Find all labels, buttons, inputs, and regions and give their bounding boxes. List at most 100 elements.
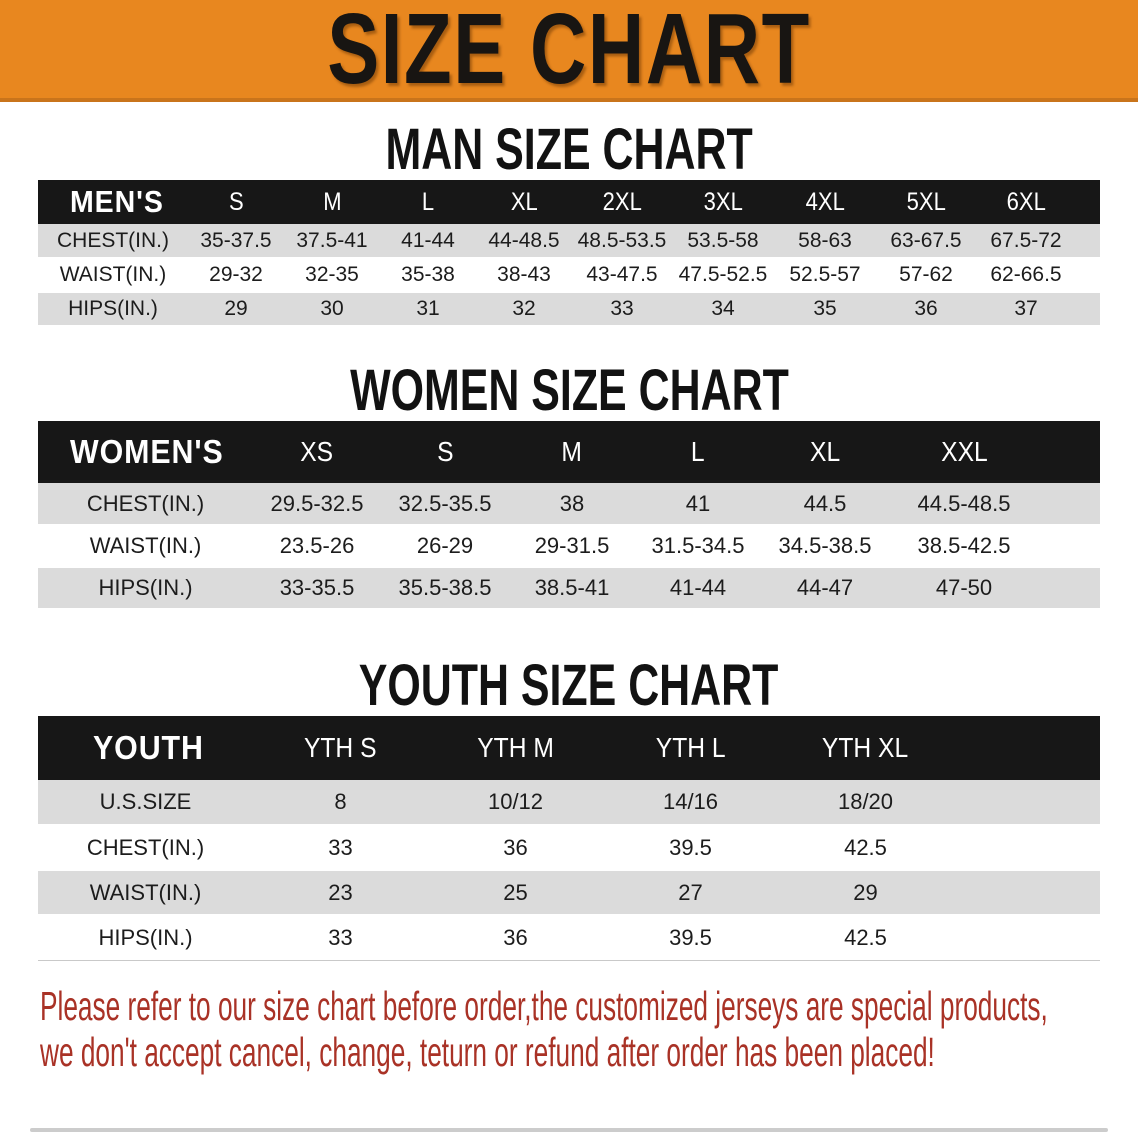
- order-disclaimer: Please refer to our size chart before or…: [40, 983, 1138, 1075]
- women-size-header-xs: XS: [300, 436, 334, 467]
- size-value: 33: [328, 924, 353, 950]
- size-value: 47.5-52.5: [678, 263, 768, 286]
- women-size-table: WOMEN'S XS S M L XL XXL CHEST(IN.) 29.5-…: [38, 421, 1100, 610]
- size-value: 32: [512, 297, 536, 320]
- size-value: 53.5-58: [687, 228, 759, 252]
- size-value: 38.5-42.5: [917, 533, 1011, 558]
- youth-size-header-xl: YTH XL: [822, 732, 909, 763]
- size-value: 31.5-34.5: [651, 533, 745, 558]
- spacer-cell: [1039, 525, 1100, 567]
- spacer-cell: [1076, 258, 1100, 292]
- size-value: 38: [559, 490, 585, 516]
- size-value: 58-63: [798, 228, 852, 252]
- size-value: 8: [334, 789, 347, 814]
- size-value: 42.5: [844, 924, 887, 950]
- women-size-header-s: S: [436, 436, 454, 467]
- size-value: 35.5-38.5: [398, 575, 492, 600]
- size-value: 63-67.5: [890, 228, 962, 252]
- size-value: 34.5-38.5: [778, 533, 872, 558]
- women-size-header-m: M: [561, 436, 583, 467]
- men-size-header-l: L: [421, 187, 435, 216]
- bottom-edge-divider: [30, 1128, 1108, 1132]
- row-label: CHEST(IN.): [86, 834, 205, 860]
- size-value: 39.5: [669, 924, 712, 950]
- row-label: HIPS(IN.): [98, 575, 193, 600]
- size-value: 25: [503, 879, 528, 905]
- disclaimer-line-2: we don't accept cancel, change, teturn o…: [40, 1028, 935, 1075]
- spacer-cell: [953, 780, 1100, 825]
- size-value: 44.5: [803, 490, 847, 516]
- size-value: 33: [610, 297, 634, 320]
- size-value: 39.5: [669, 834, 712, 860]
- women-size-header-l: L: [691, 436, 705, 467]
- spacer-cell: [1039, 483, 1100, 525]
- size-value: 29-32: [209, 263, 263, 286]
- size-value: 41: [685, 490, 711, 516]
- women-waist-row: WAIST(IN.) 23.5-26 26-29 29-31.5 31.5-34…: [38, 525, 1100, 567]
- spacer-cell: [953, 716, 1100, 780]
- row-label: HIPS(IN.): [98, 924, 193, 950]
- size-value: 14/16: [662, 789, 719, 814]
- row-label: WAIST(IN.): [89, 533, 202, 558]
- size-value: 31: [416, 297, 440, 320]
- size-value: 26-29: [416, 533, 474, 558]
- men-section-title-text: MAN SIZE CHART: [385, 117, 753, 182]
- row-label: WAIST(IN.): [59, 263, 167, 286]
- women-chest-row: CHEST(IN.) 29.5-32.5 32.5-35.5 38 41 44.…: [38, 483, 1100, 525]
- women-size-header-xl: XL: [809, 436, 841, 467]
- spacer-cell: [953, 825, 1100, 870]
- spacer-cell: [953, 870, 1100, 915]
- youth-hips-row: HIPS(IN.) 33 36 39.5 42.5: [38, 915, 1100, 960]
- size-value: 29: [853, 879, 878, 905]
- spacer-cell: [953, 915, 1100, 960]
- spacer-cell: [1039, 421, 1100, 483]
- size-value: 30: [320, 297, 344, 320]
- men-size-table: MEN'S S M L XL 2XL 3XL 4XL 5XL 6XL CHEST…: [38, 180, 1100, 327]
- men-size-header-s: S: [228, 187, 244, 216]
- banner-title: SIZE CHART: [327, 0, 811, 102]
- women-section-title: WOMEN SIZE CHART: [0, 361, 1138, 421]
- size-value: 35-37.5: [200, 228, 272, 252]
- youth-size-header-s: YTH S: [304, 732, 377, 763]
- men-section-title: MAN SIZE CHART: [0, 120, 1138, 180]
- spacer-cell: [1076, 292, 1100, 326]
- youth-size-header-m: YTH M: [477, 732, 554, 763]
- size-value: 43-47.5: [586, 263, 658, 286]
- men-waist-row: WAIST(IN.) 29-32 32-35 35-38 38-43 43-47…: [38, 258, 1100, 292]
- size-value: 37.5-41: [296, 228, 368, 252]
- men-size-header-5xl: 5XL: [906, 187, 946, 216]
- row-label: CHEST(IN.): [57, 228, 169, 252]
- size-value: 33: [328, 834, 353, 860]
- size-value: 52.5-57: [789, 263, 861, 286]
- size-value: 34: [711, 297, 735, 320]
- youth-table-corner: YOUTH: [93, 729, 205, 766]
- size-value: 18/20: [837, 789, 894, 814]
- size-value: 29: [224, 297, 248, 320]
- men-size-header-6xl: 6XL: [1006, 187, 1046, 216]
- size-value: 32-35: [305, 263, 359, 286]
- size-value: 42.5: [844, 834, 887, 860]
- youth-size-table: YOUTH YTH S YTH M YTH L YTH XL U.S.SIZE …: [38, 716, 1100, 961]
- size-value: 62-66.5: [990, 263, 1062, 286]
- size-chart-banner: SIZE CHART: [0, 0, 1138, 102]
- spacer-cell: [1039, 567, 1100, 609]
- men-size-header-2xl: 2XL: [602, 187, 642, 216]
- size-value: 41-44: [401, 228, 455, 252]
- row-label: HIPS(IN.): [68, 297, 158, 320]
- size-value: 57-62: [899, 263, 953, 286]
- size-value: 35-38: [401, 263, 455, 286]
- women-header-row: WOMEN'S XS S M L XL XXL: [38, 421, 1100, 483]
- men-size-header-xl: XL: [510, 187, 538, 216]
- men-table-corner: MEN'S: [70, 184, 164, 219]
- size-value: 36: [503, 834, 528, 860]
- size-value: 27: [678, 879, 703, 905]
- men-size-header-4xl: 4XL: [805, 187, 845, 216]
- youth-header-row: YOUTH YTH S YTH M YTH L YTH XL: [38, 716, 1100, 780]
- youth-waist-row: WAIST(IN.) 23 25 27 29: [38, 870, 1100, 915]
- row-label: CHEST(IN.): [86, 490, 205, 516]
- size-value: 38-43: [497, 263, 551, 286]
- size-value: 44.5-48.5: [917, 490, 1011, 516]
- men-header-row: MEN'S S M L XL 2XL 3XL 4XL 5XL 6XL: [38, 180, 1100, 224]
- size-value: 10/12: [487, 789, 544, 814]
- size-value: 29.5-32.5: [270, 490, 364, 516]
